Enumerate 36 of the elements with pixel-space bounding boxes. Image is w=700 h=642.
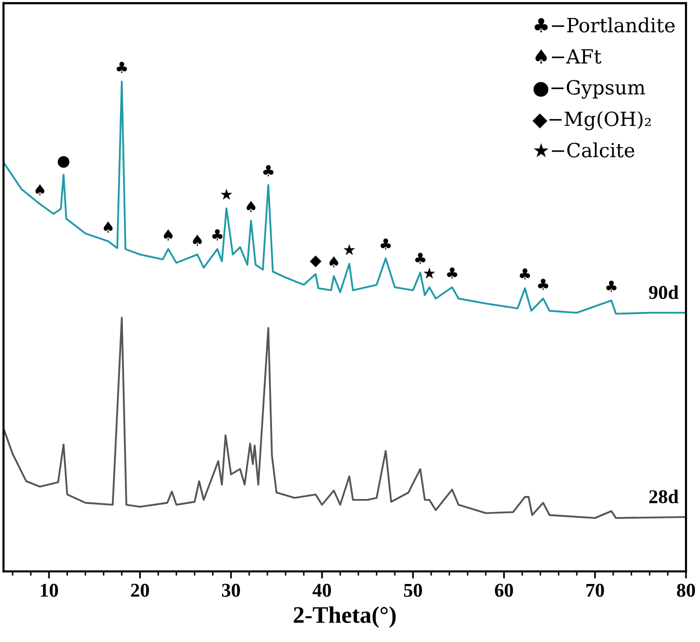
annotation: ♣ [415,252,426,264]
annotation: ♠ [192,234,202,246]
annotation: ♣ [538,278,548,290]
annotation: ♣ [116,62,127,73]
series-label: 28d [649,490,679,504]
annotation: ● [58,156,70,168]
annotation: ●−Gypsum [534,80,646,99]
annotation: ♠ [164,229,173,240]
x-tick-label: 50 [404,584,422,597]
annotation: ★ [424,268,436,279]
annotation: ◆−Mg(OH)₂ [532,111,651,130]
x-tick-label: 80 [676,584,695,597]
text: ♣−Portlandite [534,17,675,32]
annotation: ♠ [246,200,256,212]
x-tick-label: 10 [40,584,58,597]
annotation: ◆ [310,256,322,268]
annotation: ♠ [35,184,44,196]
x-tick-label: 60 [494,584,513,597]
annotation: ★ [343,244,356,256]
annotation: ♣ [263,165,274,176]
annotation: ♣ [446,267,458,279]
annotation: ♣ [212,229,222,240]
annotation: ♣ [380,238,391,250]
annotation: ♠ [329,256,338,268]
annotation: ★ [220,188,232,200]
annotation: ♣ [606,280,617,292]
annotation: ♠ [104,221,113,233]
annotation: ★−Calcite [534,142,634,158]
x-axis-title: 2-Theta(°) [294,606,396,628]
x-tick-label: 30 [222,584,240,597]
x-tick-label: 70 [586,584,604,597]
x-tick-label: 20 [131,584,149,597]
series-label: 90d [648,285,679,300]
text: ♠−AFt [536,49,602,64]
annotation: ♣ [520,268,530,280]
x-tick-label: 40 [312,584,331,597]
